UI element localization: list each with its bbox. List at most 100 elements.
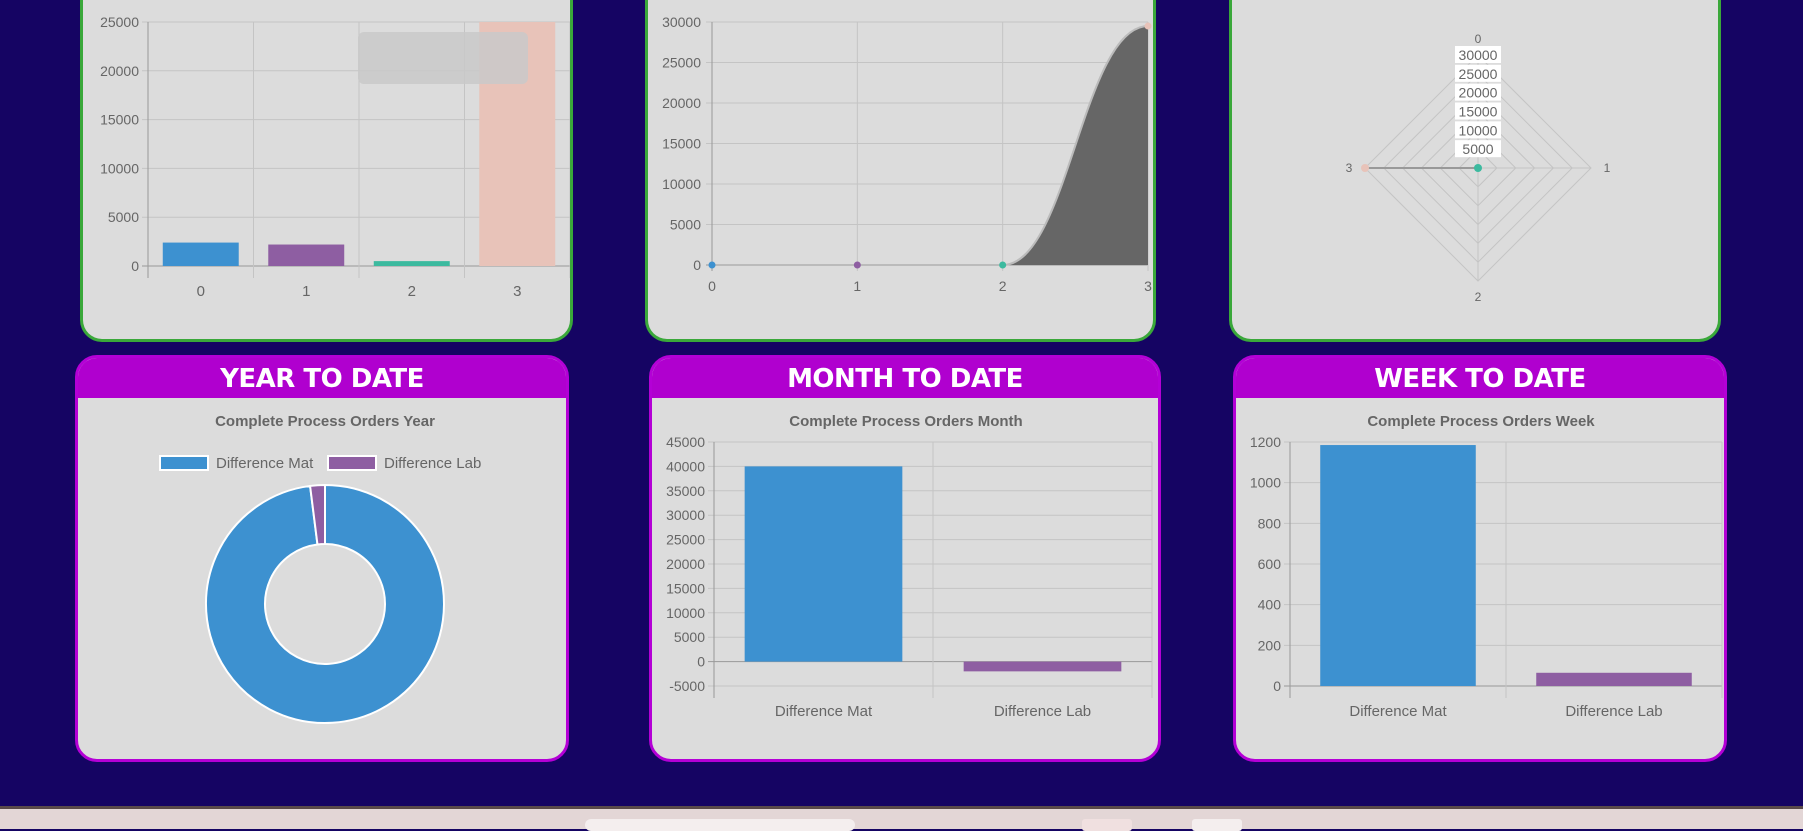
ytd-card: YEAR TO DATE Complete Process Orders Yea… xyxy=(75,355,569,762)
y-tick-label: 200 xyxy=(1258,637,1282,653)
y-tick-label: 800 xyxy=(1258,515,1282,531)
y-tick-label: 5000 xyxy=(674,629,705,645)
x-tick-label: 1 xyxy=(853,278,861,294)
chart-title: Closed Sales Orders Year xyxy=(238,0,420,1)
ytd-header: YEAR TO DATE xyxy=(78,358,566,398)
data-point xyxy=(708,261,716,269)
y-tick-label: 5000 xyxy=(670,217,701,233)
x-tick-label: 2 xyxy=(408,283,416,300)
sales-month-card: Closed Sales Orders Month 0 5000 10000 15000… xyxy=(645,0,1156,342)
y-tick-label: 1200 xyxy=(1250,434,1281,450)
y-tick-label: 400 xyxy=(1258,597,1282,613)
y-tick-label: 5000 xyxy=(108,209,139,225)
chart-title: Complete Process Orders Year xyxy=(215,413,435,430)
bar xyxy=(162,242,239,266)
y-tick-label: 20000 xyxy=(100,63,139,79)
x-tick-label: Difference Mat xyxy=(1349,703,1447,720)
area-fill xyxy=(712,26,1148,265)
x-tick-label: Difference Lab xyxy=(1565,703,1662,720)
taskbar-app-button[interactable] xyxy=(1082,819,1132,831)
y-tick-label: 10000 xyxy=(666,605,705,621)
process-week-chart: Complete Process Orders Week 0 200 400 600 80… xyxy=(1250,413,1723,720)
x-tick-label: 0 xyxy=(708,278,716,294)
sales-week-card: Closed Sales Orders Week 0 1 2 3 5000 10000 150… xyxy=(1229,0,1721,342)
y-tick-label: 0 xyxy=(131,258,139,274)
chart-title: Closed Sales Orders Month xyxy=(805,0,1001,1)
taskbar-search-box[interactable] xyxy=(585,819,855,831)
process-year-chart: Complete Process Orders Year Difference M… xyxy=(159,413,481,724)
chart-title: Complete Process Orders Week xyxy=(1367,413,1595,430)
y-tick-label: 35000 xyxy=(666,483,705,499)
x-tick-label: Difference Lab xyxy=(994,703,1091,720)
chart-title: Complete Process Orders Month xyxy=(789,413,1022,430)
pie-slice xyxy=(308,483,326,546)
mtd-header: MONTH TO DATE xyxy=(652,358,1158,398)
y-tick-label: 10000 xyxy=(662,176,701,192)
legend-swatch xyxy=(327,455,377,471)
series-line xyxy=(711,25,1149,267)
radar-tick-backdrop xyxy=(1455,140,1501,158)
y-tick-label: 25000 xyxy=(662,55,701,71)
radar-tick-label: 30000 xyxy=(1459,47,1498,63)
y-tick-label: 600 xyxy=(1258,556,1282,572)
sales-year-chart: Closed Sales Orders Year 0 5000 10000 15000 2… xyxy=(100,0,570,300)
y-tick-label: 20000 xyxy=(666,556,705,572)
radar-tick-backdrop xyxy=(1455,121,1501,139)
x-tick-label: 2 xyxy=(999,278,1007,294)
data-point xyxy=(853,261,861,269)
data-point xyxy=(1361,164,1369,172)
sales-month-chart: Closed Sales Orders Month 0 5000 10000 15000… xyxy=(662,0,1152,294)
radar-tick-label: 20000 xyxy=(1459,85,1498,101)
y-tick-label: 30000 xyxy=(662,14,701,30)
sales-year-card: Closed Sales Orders Year 0 5000 10000 15000 2… xyxy=(80,0,573,342)
y-tick-label: 15000 xyxy=(666,580,705,596)
y-tick-label: 20000 xyxy=(662,95,701,111)
wtd-card: WEEK TO DATE Complete Process Orders Wee… xyxy=(1233,355,1727,762)
radar-axis-label: 0 xyxy=(1475,32,1482,46)
y-tick-label: 15000 xyxy=(100,112,139,128)
bar xyxy=(373,261,450,266)
legend-swatch xyxy=(159,455,209,471)
bar xyxy=(1320,445,1476,686)
radar-axis-label: 2 xyxy=(1475,290,1482,304)
y-tick-label: 1000 xyxy=(1250,475,1281,491)
radar-tick-backdrop xyxy=(1455,102,1501,120)
radar-axis-label: 1 xyxy=(1604,161,1611,175)
bar xyxy=(963,661,1122,672)
radar-tick-label: 15000 xyxy=(1459,104,1498,120)
radar-tick-label: 5000 xyxy=(1462,141,1493,157)
x-tick-label: Difference Mat xyxy=(775,703,873,720)
radar-tick-backdrop xyxy=(1455,83,1501,101)
y-tick-label: -5000 xyxy=(669,678,705,694)
legend-label: Difference Lab xyxy=(384,455,481,472)
sales-week-chart: Closed Sales Orders Week 0 1 2 3 5000 10000 150… xyxy=(1346,0,1611,304)
bar xyxy=(744,466,903,662)
pie-slice xyxy=(204,483,445,724)
y-tick-label: 40000 xyxy=(666,458,705,474)
process-month-chart: Complete Process Orders Month -5000 0 5000 1… xyxy=(666,413,1153,720)
wtd-header: WEEK TO DATE xyxy=(1236,358,1724,398)
x-tick-label: 0 xyxy=(197,283,205,300)
y-tick-label: 25000 xyxy=(100,14,139,30)
radar-axis-label: 3 xyxy=(1346,161,1353,175)
radar-tick-backdrop xyxy=(1455,64,1501,82)
y-tick-label: 0 xyxy=(697,654,705,670)
y-tick-label: 0 xyxy=(1273,678,1281,694)
chart-title: Closed Sales Orders Week xyxy=(1383,0,1573,1)
y-tick-label: 15000 xyxy=(662,136,701,152)
bar xyxy=(268,244,345,266)
radar-tick-label: 10000 xyxy=(1459,122,1498,138)
data-point xyxy=(999,261,1007,269)
radar-tick-label: 25000 xyxy=(1459,66,1498,82)
taskbar-app-button[interactable] xyxy=(1192,819,1242,831)
data-point xyxy=(1144,22,1152,30)
x-tick-label: 1 xyxy=(302,283,310,300)
radar-tick-backdrop xyxy=(1455,46,1501,63)
data-point xyxy=(1474,164,1482,172)
legend-label: Difference Mat xyxy=(216,455,314,472)
y-tick-label: 30000 xyxy=(666,507,705,523)
mtd-card: MONTH TO DATE Complete Process Orders Mo… xyxy=(649,355,1161,762)
tooltip-box xyxy=(358,32,528,84)
y-tick-label: 25000 xyxy=(666,532,705,548)
bar xyxy=(1536,672,1692,686)
